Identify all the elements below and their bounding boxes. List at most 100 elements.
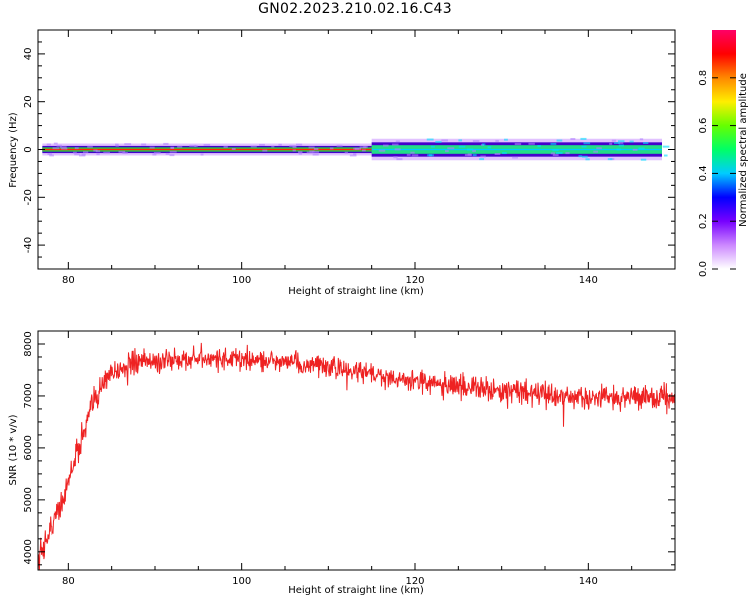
- band-speckle: [79, 154, 86, 157]
- snr-ytick-label: 7000: [23, 383, 34, 408]
- band-speckle: [118, 150, 126, 153]
- band-speckle: [494, 152, 501, 155]
- band-speckle: [479, 158, 485, 161]
- band-speckle: [472, 154, 477, 157]
- band-speckle: [514, 143, 522, 146]
- band-speckle: [46, 143, 51, 146]
- band-speckle: [556, 139, 563, 142]
- band-speckle: [203, 143, 211, 146]
- band-speckle: [353, 147, 360, 150]
- spectral-band: [42, 137, 670, 161]
- band-speckle: [262, 149, 268, 152]
- band-speckle: [565, 152, 570, 155]
- band-speckle: [141, 143, 147, 146]
- band-speckle: [61, 147, 68, 150]
- band-speckle: [163, 142, 169, 145]
- snr-y-axis-label: SNR (10 * v/v): [8, 414, 19, 485]
- band-speckle: [458, 139, 463, 142]
- spectrogram-ytick-label: 40: [23, 48, 34, 61]
- spectrogram-xtick-label: 100: [232, 275, 251, 286]
- band-speckle: [618, 144, 625, 147]
- band-speckle: [607, 158, 613, 161]
- band-speckle: [426, 138, 434, 141]
- band-speckle: [152, 153, 157, 156]
- band-speckle: [435, 140, 442, 143]
- band-speckle: [582, 155, 588, 158]
- band-speckle: [115, 144, 119, 147]
- band-speckle: [312, 150, 319, 153]
- snr-xtick-label: 100: [232, 576, 251, 587]
- band-speckle: [344, 151, 348, 154]
- colorbar-tick-label: 0.0: [698, 261, 709, 277]
- band-speckle: [611, 139, 617, 142]
- colorbar-tick-label: 0.2: [698, 213, 709, 229]
- band-speckle: [353, 153, 357, 156]
- band-speckle: [363, 146, 368, 149]
- band-speckle: [411, 154, 419, 157]
- band-speckle: [504, 138, 508, 141]
- band-speckle: [52, 147, 60, 150]
- band-speckle: [47, 152, 53, 155]
- band-speckle: [662, 145, 670, 148]
- band-speckle: [593, 150, 598, 153]
- snr-xtick-label: 140: [579, 576, 598, 587]
- snr-panel: 80 100 120 140 4000 5000 6000 7000 8000 Height o…: [8, 330, 676, 596]
- band-speckle: [189, 144, 197, 147]
- band-speckle: [393, 156, 398, 159]
- spectrogram-xtick-label: 120: [405, 275, 424, 286]
- band-speckle: [578, 155, 583, 158]
- band-speckle: [643, 142, 649, 145]
- band-speckle: [313, 147, 319, 150]
- band-speckle: [292, 149, 296, 152]
- band-speckle: [580, 137, 587, 140]
- colorbar-tick-label: 0.8: [698, 70, 709, 86]
- band-speckle: [383, 144, 389, 147]
- spectrogram-ytick-label: 20: [23, 95, 34, 108]
- band-speckle: [223, 145, 228, 148]
- band-speckle: [537, 145, 541, 148]
- band-speckle: [550, 142, 557, 145]
- band-speckle: [487, 146, 492, 149]
- band-speckle: [149, 146, 155, 149]
- band-speckle: [289, 144, 296, 147]
- band-speckle: [74, 147, 79, 150]
- band-speckle: [480, 155, 486, 158]
- band-speckle: [295, 143, 303, 146]
- band-speckle: [95, 150, 101, 153]
- band-speckle: [53, 142, 58, 145]
- band-speckle: [495, 139, 499, 142]
- band-speckle: [406, 153, 411, 156]
- band-speckle: [512, 156, 518, 159]
- band-speckle: [395, 140, 400, 143]
- band-speckle: [441, 139, 448, 142]
- band-speckle: [581, 145, 587, 148]
- band-speckle: [56, 144, 62, 147]
- snr-ytick-label: 6000: [23, 435, 34, 460]
- band-speckle: [169, 150, 177, 153]
- snr-ytick-label: 4000: [23, 539, 34, 564]
- band-speckle: [556, 151, 563, 154]
- band-speckle: [663, 154, 668, 157]
- band-speckle: [308, 146, 315, 149]
- band-speckle: [378, 149, 386, 152]
- band-speckle: [361, 149, 366, 152]
- band-speckle: [550, 152, 555, 155]
- band-speckle: [87, 145, 93, 148]
- band-speckle: [250, 145, 257, 148]
- snr-ytick-label: 8000: [23, 331, 34, 356]
- spectrogram-xtick-label: 140: [579, 275, 598, 286]
- band-speckle: [200, 153, 204, 156]
- band-speckle: [96, 153, 100, 156]
- band-speckle: [428, 154, 434, 157]
- band-speckle: [124, 143, 132, 146]
- spectrogram-panel: 80 100 120 140 -40 -20 0 20 40 Height of straigh…: [8, 29, 676, 297]
- band-speckle: [278, 143, 282, 146]
- snr-x-axis-label: Height of straight line (km): [288, 585, 424, 596]
- spectrogram-y-axis-label: Frequency (Hz): [8, 112, 19, 188]
- snr-axes-frame: [37, 330, 676, 571]
- colorbar-ramp: [712, 30, 736, 269]
- band-speckle: [177, 145, 183, 148]
- band-speckle: [466, 148, 474, 151]
- band-speckle: [616, 148, 622, 151]
- band-speckle: [552, 154, 559, 157]
